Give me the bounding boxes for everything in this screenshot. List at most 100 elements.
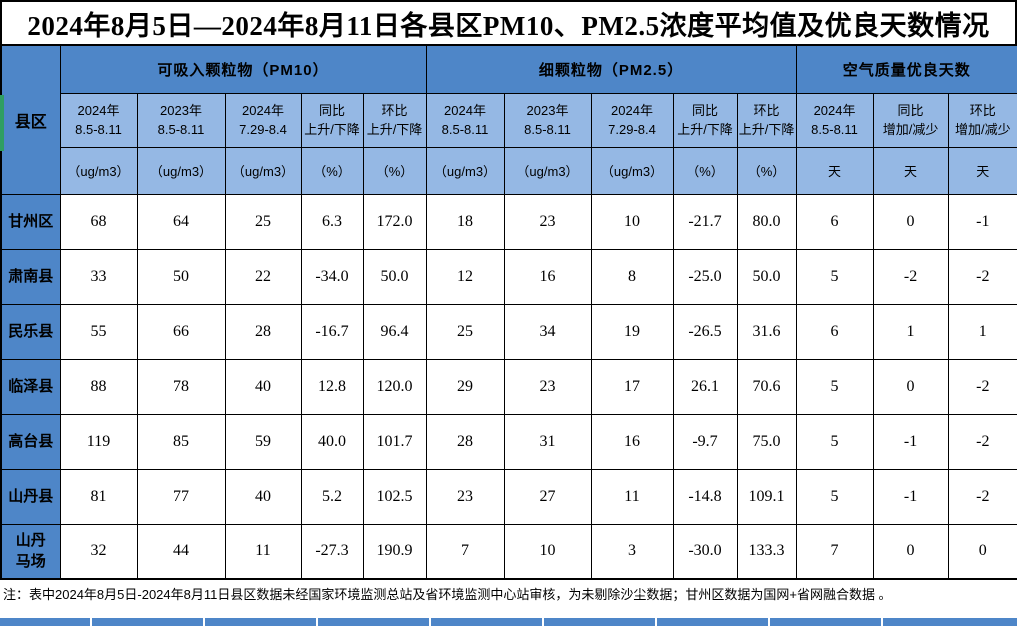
data-cell: -2 [947, 468, 1017, 525]
table-row: 高台县 119 85 59 40.0 101.7 28 31 16 -9.7 7… [0, 413, 1017, 470]
data-cell: 6.3 [300, 193, 364, 250]
data-cell: 101.7 [362, 413, 427, 470]
data-cell: 12 [425, 248, 505, 305]
data-cell: 0 [947, 523, 1017, 580]
cell-edge [92, 618, 203, 626]
unit-cell: （%） [300, 146, 364, 195]
data-cell: 34 [503, 303, 592, 360]
data-cell: -26.5 [672, 303, 738, 360]
table-row: 临泽县 88 78 40 12.8 120.0 29 23 17 26.1 70… [0, 358, 1017, 415]
left-edge-green-mark [0, 95, 4, 151]
unit-cell: （ug/m3） [224, 146, 302, 195]
data-cell: 96.4 [362, 303, 427, 360]
data-cell: 50.0 [362, 248, 427, 305]
county-cell: 临泽县 [0, 358, 61, 415]
data-cell: 6 [795, 303, 874, 360]
data-cell: 8 [590, 248, 674, 305]
data-cell: -25.0 [672, 248, 738, 305]
data-cell: 68 [59, 193, 138, 250]
subheader-cell: 2023年 8.5-8.11 [136, 92, 226, 148]
unit-cell: （ug/m3） [136, 146, 226, 195]
data-cell: 50 [136, 248, 226, 305]
data-cell: 22 [224, 248, 302, 305]
table-row: 民乐县 55 66 28 -16.7 96.4 25 34 19 -26.5 3… [0, 303, 1017, 360]
next-table-row-edge [0, 618, 1017, 626]
unit-cell: （ug/m3） [59, 146, 138, 195]
page-title: 2024年8月5日—2024年8月11日各县区PM10、PM2.5浓度平均值及优… [0, 0, 1017, 44]
data-cell: 6 [795, 193, 874, 250]
data-cell: -2 [947, 358, 1017, 415]
data-cell: -21.7 [672, 193, 738, 250]
data-cell: 1 [947, 303, 1017, 360]
unit-cell: （%） [672, 146, 738, 195]
data-cell: 25 [224, 193, 302, 250]
table-row: 肃南县 33 50 22 -34.0 50.0 12 16 8 -25.0 50… [0, 248, 1017, 305]
data-cell: 40 [224, 468, 302, 525]
data-cell: 25 [425, 303, 505, 360]
unit-cell: 天 [947, 146, 1017, 195]
group-header-pm25: 细颗粒物（PM2.5） [425, 44, 797, 94]
county-cell: 甘州区 [0, 193, 61, 250]
data-cell: 0 [872, 358, 949, 415]
county-cell: 山丹县 [0, 468, 61, 525]
subheader-cell: 2024年 8.5-8.11 [425, 92, 505, 148]
data-cell: -2 [947, 413, 1017, 470]
subheader-cell: 2024年 7.29-8.4 [224, 92, 302, 148]
county-cell: 高台县 [0, 413, 61, 470]
data-cell: 19 [590, 303, 674, 360]
data-cell: 5 [795, 468, 874, 525]
unit-cell: 天 [872, 146, 949, 195]
cell-edge [205, 618, 316, 626]
data-cell: -2 [872, 248, 949, 305]
data-cell: 172.0 [362, 193, 427, 250]
data-cell: 29 [425, 358, 505, 415]
data-cell: 190.9 [362, 523, 427, 580]
data-cell: 40.0 [300, 413, 364, 470]
data-cell: -1 [947, 193, 1017, 250]
data-cell: 120.0 [362, 358, 427, 415]
data-cell: 55 [59, 303, 138, 360]
data-cell: -27.3 [300, 523, 364, 580]
data-cell: -30.0 [672, 523, 738, 580]
data-cell: 81 [59, 468, 138, 525]
data-cell: 1 [872, 303, 949, 360]
data-cell: 31.6 [736, 303, 797, 360]
data-cell: 119 [59, 413, 138, 470]
data-cell: 16 [590, 413, 674, 470]
data-cell: -14.8 [672, 468, 738, 525]
data-cell: -9.7 [672, 413, 738, 470]
data-cell: 133.3 [736, 523, 797, 580]
data-cell: 5 [795, 248, 874, 305]
data-cell: 11 [224, 523, 302, 580]
cell-edge [0, 618, 90, 626]
data-cell: 23 [425, 468, 505, 525]
subheader-cell: 环比 上升/下降 [362, 92, 427, 148]
data-cell: 23 [503, 358, 592, 415]
data-cell: 5 [795, 413, 874, 470]
data-cell: 64 [136, 193, 226, 250]
corner-header-county: 县区 [0, 44, 61, 195]
cell-edge [431, 618, 542, 626]
data-cell: 70.6 [736, 358, 797, 415]
data-cell: 5 [795, 358, 874, 415]
subheader-cell: 2024年 8.5-8.11 [59, 92, 138, 148]
unit-cell: 天 [795, 146, 874, 195]
cell-edge [770, 618, 881, 626]
data-cell: 44 [136, 523, 226, 580]
cell-edge [318, 618, 429, 626]
data-cell: 5.2 [300, 468, 364, 525]
cell-edge [657, 618, 768, 626]
subheader-cell: 2024年 8.5-8.11 [795, 92, 874, 148]
unit-cell: （ug/m3） [425, 146, 505, 195]
subheader-cell: 同比 上升/下降 [672, 92, 738, 148]
data-cell: -1 [872, 413, 949, 470]
data-cell: 10 [503, 523, 592, 580]
data-cell: 85 [136, 413, 226, 470]
data-cell: 7 [795, 523, 874, 580]
data-cell: 11 [590, 468, 674, 525]
data-cell: 28 [224, 303, 302, 360]
data-cell: 80.0 [736, 193, 797, 250]
table-row: 山丹 马场 32 44 11 -27.3 190.9 7 10 3 -30.0 … [0, 523, 1017, 580]
data-cell: -2 [947, 248, 1017, 305]
data-cell: 66 [136, 303, 226, 360]
